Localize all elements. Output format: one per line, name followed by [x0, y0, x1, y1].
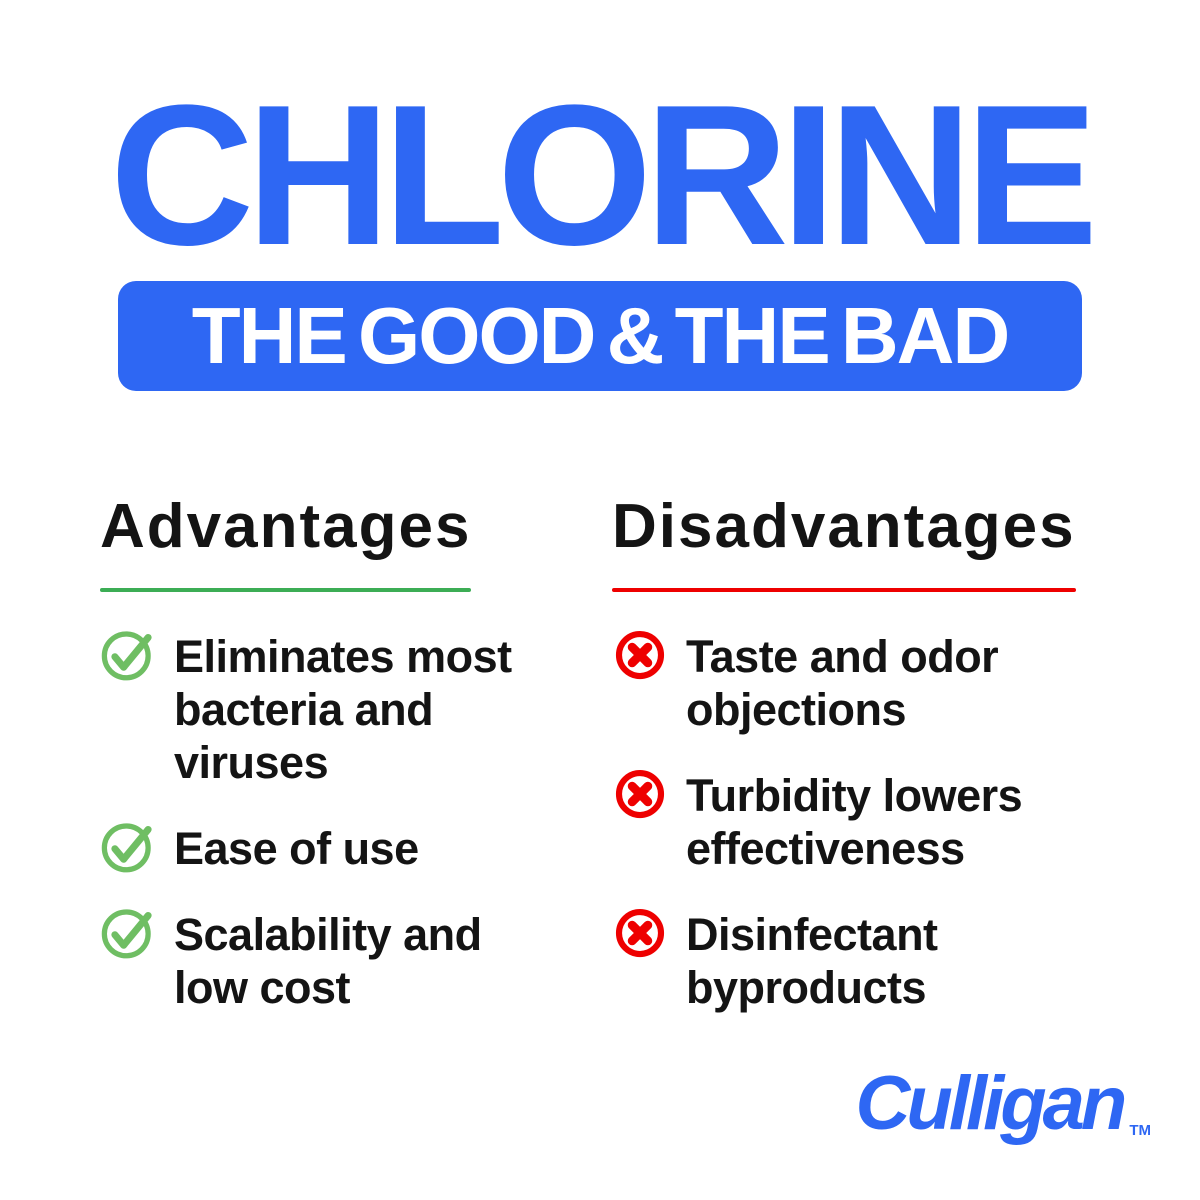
advantages-header: Advantages	[100, 490, 472, 593]
check-circle-icon	[100, 627, 156, 683]
comparison-columns: Advantages Eliminates most bacteria and …	[100, 490, 1120, 1047]
list-item: Turbidity lowers effectiveness	[612, 766, 1023, 875]
advantage-item-text: Eliminates most bacteria and viruses	[174, 631, 512, 789]
advantage-item-text: Ease of use	[174, 823, 419, 875]
check-circle-icon	[100, 819, 156, 875]
advantages-heading: Advantages	[100, 492, 472, 561]
advantages-list: Eliminates most bacteria and viruses Eas…	[100, 630, 512, 1047]
x-circle-icon	[612, 905, 668, 961]
page-title: CHLORINE	[109, 64, 1098, 287]
list-item: Taste and odor objections	[612, 630, 1022, 736]
disadvantages-underline	[612, 588, 1076, 593]
disadvantages-list: Taste and odor objections Turbidity lowe…	[612, 630, 1023, 1047]
disadvantages-header: Disadvantages	[612, 490, 1076, 593]
disadvantages-heading: Disadvantages	[612, 492, 1076, 561]
check-circle-icon	[100, 905, 156, 961]
advantage-item-text: Scalability and low cost	[174, 909, 482, 1014]
list-item: Disinfectant byproducts	[612, 908, 1022, 1014]
list-item: Scalability and low cost	[100, 908, 512, 1014]
list-item: Ease of use	[100, 822, 512, 875]
disadvantage-item-text: Turbidity lowers effectiveness	[686, 770, 1023, 875]
culligan-logo: Culligan TM	[855, 1061, 1151, 1146]
x-circle-icon	[612, 766, 668, 822]
trademark-mark: TM	[1129, 1122, 1151, 1139]
disadvantage-item-text: Disinfectant byproducts	[686, 909, 938, 1014]
list-item: Eliminates most bacteria and viruses	[100, 630, 512, 789]
advantages-underline	[100, 588, 472, 593]
disadvantage-item-text: Taste and odor objections	[686, 631, 999, 736]
culligan-logo-text: Culligan	[855, 1061, 1128, 1146]
x-circle-icon	[612, 627, 668, 683]
subtitle-banner: THE GOOD & THE BAD	[118, 281, 1082, 391]
subtitle-banner-label: THE GOOD & THE BAD	[191, 291, 1010, 380]
disadvantages-column: Disadvantages Taste and odor objections	[612, 490, 1120, 1047]
advantages-column: Advantages Eliminates most bacteria and …	[100, 490, 555, 1047]
